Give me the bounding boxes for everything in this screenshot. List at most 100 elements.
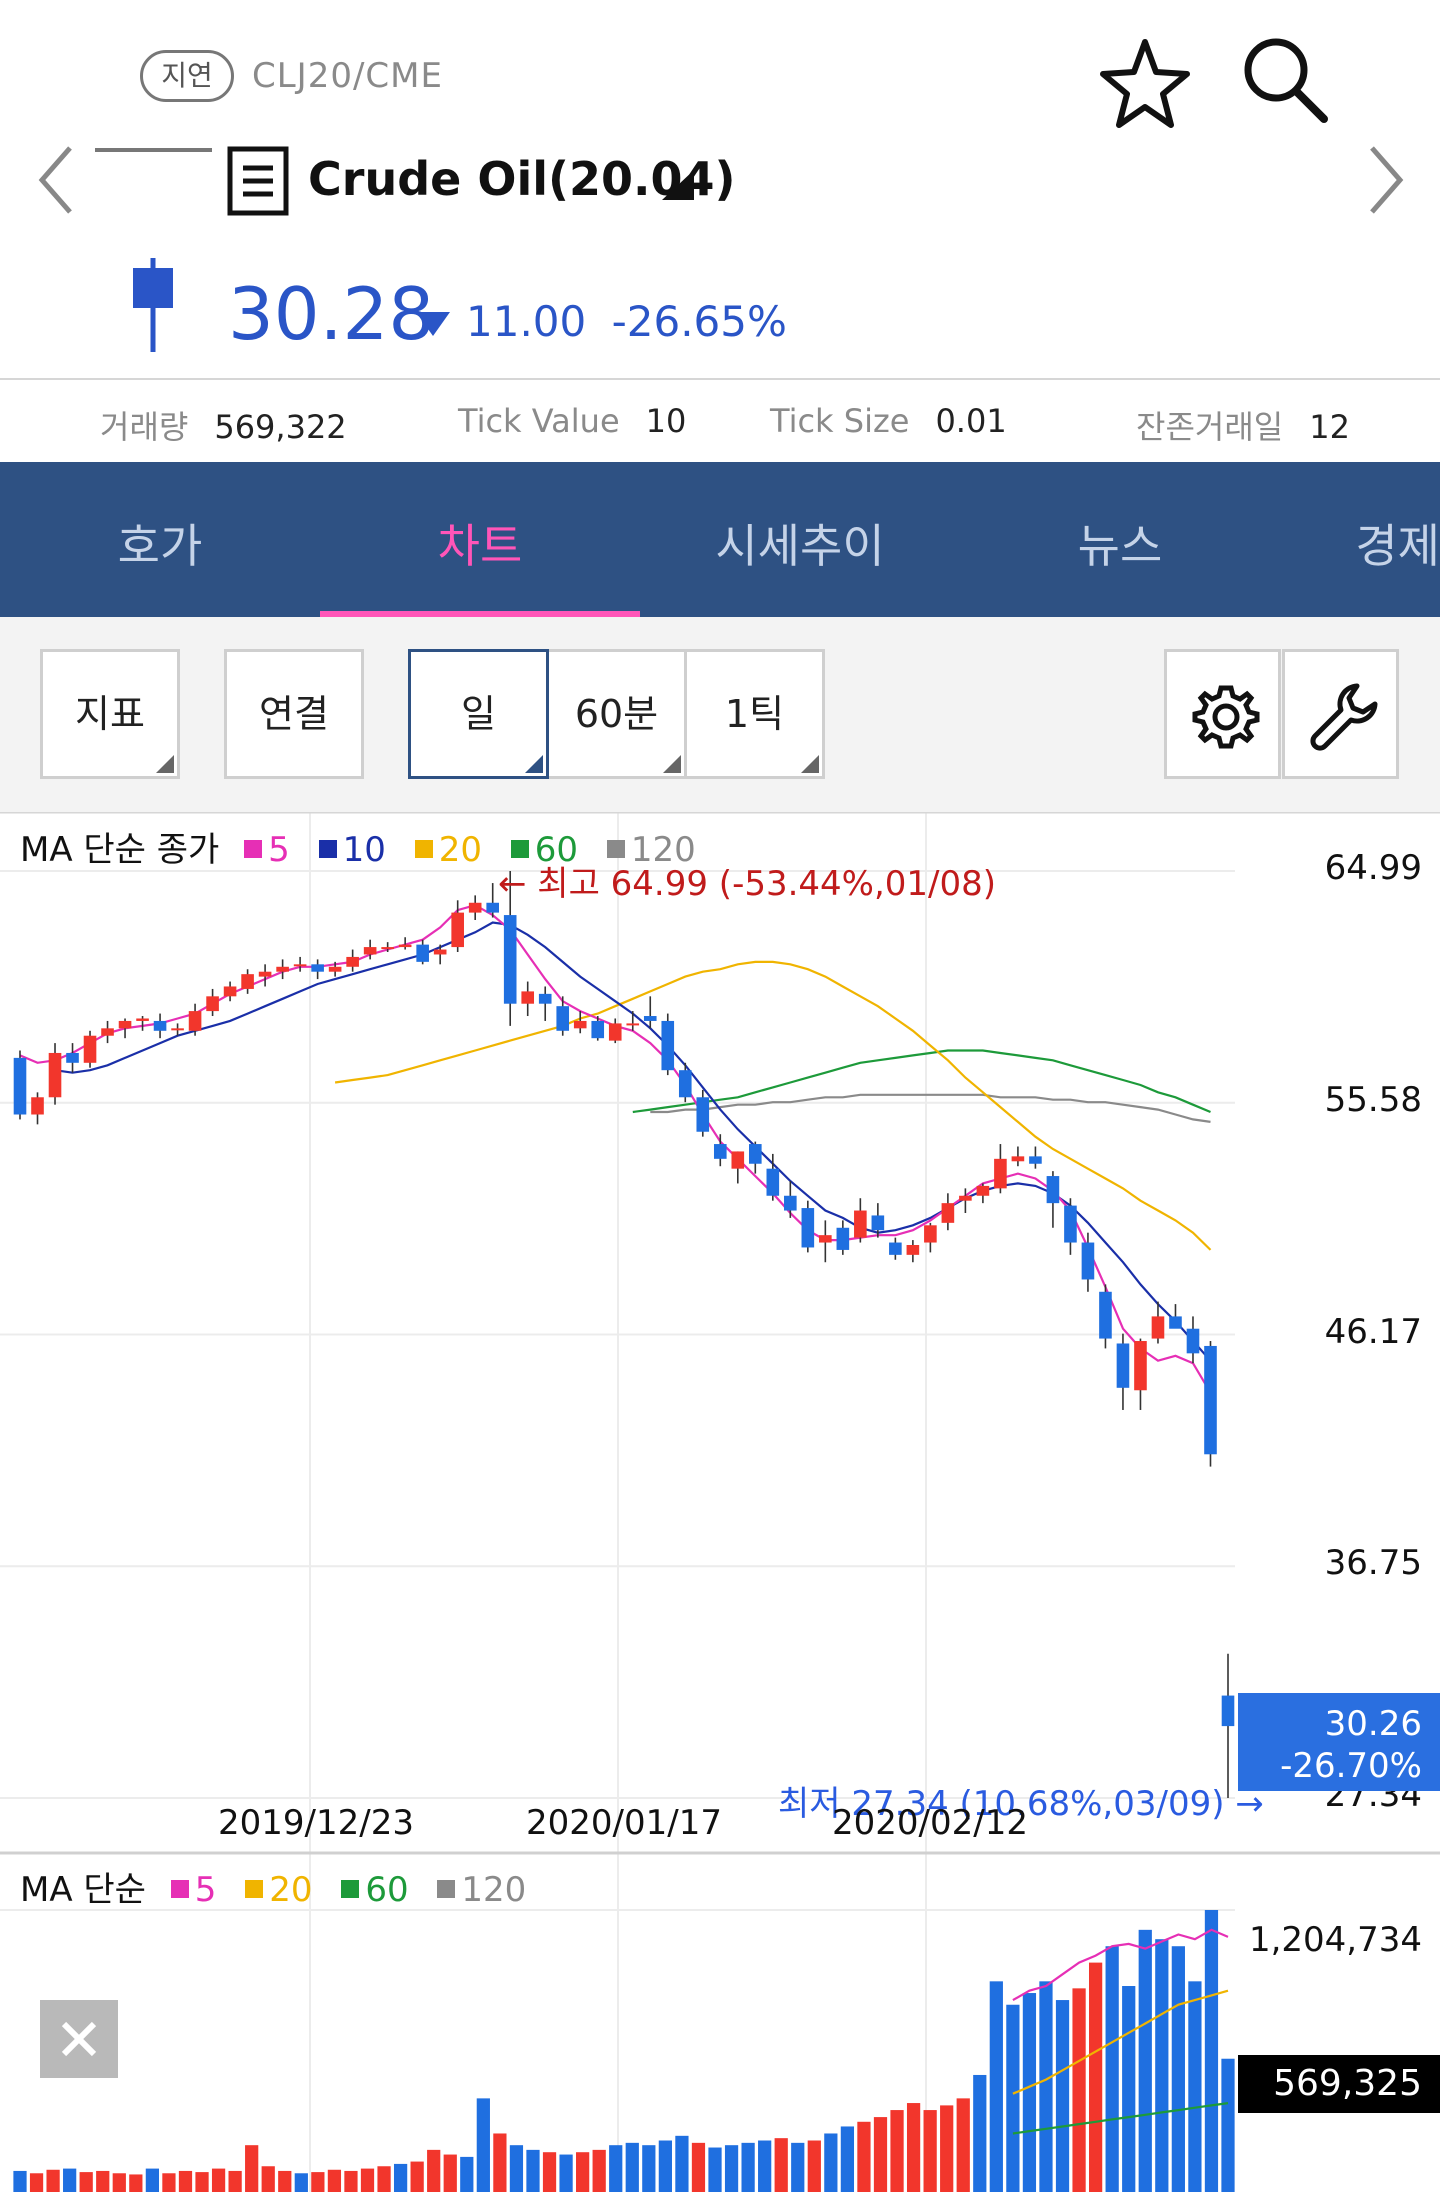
ma5-line xyxy=(19,904,1212,1394)
volume-bar xyxy=(46,2169,60,2192)
volume-bar xyxy=(178,2170,193,2192)
candle-body xyxy=(749,1144,762,1164)
candle-body xyxy=(66,1052,79,1063)
candle-body xyxy=(346,956,359,967)
volume-bar xyxy=(940,2105,954,2192)
volume-max-label: 1,204,734 xyxy=(1248,1920,1422,1960)
search-icon[interactable] xyxy=(1236,30,1336,130)
volume-bar xyxy=(393,2163,408,2192)
info-label: 거래량 xyxy=(100,408,189,446)
legend-ma60: 60 xyxy=(534,830,579,870)
candle-body xyxy=(223,986,237,997)
volume-bar xyxy=(691,2142,706,2192)
volume-bar xyxy=(989,1981,1003,2192)
volume-bar xyxy=(1105,1946,1119,2192)
candle-body xyxy=(153,1020,167,1031)
candle-body xyxy=(1169,1316,1182,1329)
candle-body xyxy=(801,1208,815,1248)
volume-current-marker: 569,325 xyxy=(1238,2055,1440,2113)
down-triangle-icon xyxy=(416,312,450,336)
volume-bar xyxy=(245,2145,259,2192)
period-60m-button[interactable]: 60분 xyxy=(546,649,687,779)
volume-bar xyxy=(112,2173,126,2192)
close-button[interactable] xyxy=(40,2000,118,2078)
volume-bar xyxy=(658,2140,672,2192)
volume-bar xyxy=(741,2142,755,2192)
chevron-right-icon[interactable] xyxy=(1360,140,1410,220)
volume-bar xyxy=(1122,1986,1136,2192)
document-icon[interactable] xyxy=(227,146,289,216)
legend-ma10: 10 xyxy=(342,830,386,870)
volume-bar xyxy=(906,2103,921,2192)
volume-bar xyxy=(923,2110,937,2192)
candle-body xyxy=(608,1023,622,1041)
y-tick-label: 64.99 xyxy=(1324,848,1422,888)
candle-body xyxy=(31,1097,44,1115)
settings-button[interactable] xyxy=(1164,649,1281,779)
volume-ma20-line xyxy=(1012,1989,1229,2095)
candle-body xyxy=(994,1158,1007,1189)
tab-economy[interactable]: 경제 xyxy=(1355,519,1440,573)
chart-toolbar: 지표 연결 일 60분 1틱 xyxy=(0,617,1440,812)
info-value: 12 xyxy=(1309,408,1350,446)
legend-vol-ma20: 20 xyxy=(269,1870,313,1910)
volume-bar xyxy=(294,2173,308,2192)
volume-bar xyxy=(526,2149,540,2192)
price-chart[interactable] xyxy=(0,812,1440,1855)
period-day-button[interactable]: 일 xyxy=(408,649,549,779)
indicator-button[interactable]: 지표 xyxy=(40,649,180,779)
legend-title: MA 단순 xyxy=(20,1870,146,1910)
candle-body xyxy=(1204,1345,1217,1455)
volume-ma-legend: MA 단순 5 20 60 120 xyxy=(20,1862,530,1911)
candle-body xyxy=(1011,1156,1025,1162)
volume-bar xyxy=(443,2154,457,2192)
volume-bar xyxy=(1006,2004,1020,2192)
volume-bar xyxy=(29,2173,44,2192)
candle-body xyxy=(328,966,342,972)
link-button[interactable]: 연결 xyxy=(224,649,364,779)
info-value: 0.01 xyxy=(935,402,1007,440)
legend-swatch xyxy=(341,1880,360,1898)
volume-bar xyxy=(625,2142,639,2192)
delay-badge: 지연 xyxy=(140,50,234,102)
volume-bar xyxy=(1171,1946,1185,2192)
chevron-left-icon[interactable] xyxy=(32,140,82,220)
candle-body xyxy=(433,949,447,955)
volume-bar xyxy=(1138,1929,1152,2192)
candle-icon xyxy=(133,258,173,352)
change-value: 11.00 xyxy=(466,297,587,346)
instrument-name[interactable]: Crude Oil(20.04) xyxy=(308,152,736,206)
volume-bar xyxy=(476,2098,490,2192)
volume-bar xyxy=(890,2110,904,2192)
volume-bar xyxy=(145,2168,160,2192)
volume-bar xyxy=(1072,1988,1086,2192)
candle-body xyxy=(626,1023,640,1026)
current-price: 30.28 xyxy=(228,272,435,356)
legend-swatch xyxy=(318,840,337,858)
link-label: 연결 xyxy=(259,692,329,736)
wrench-icon xyxy=(1310,683,1378,751)
star-icon[interactable] xyxy=(1100,34,1190,134)
volume-bar xyxy=(807,2140,821,2192)
candle-body xyxy=(1099,1291,1112,1339)
volume-bar xyxy=(559,2154,573,2192)
dropdown-triangle-icon[interactable] xyxy=(658,164,698,204)
volume-bar xyxy=(311,2172,325,2192)
candle-body xyxy=(293,964,307,967)
volume-bar xyxy=(96,2170,110,2192)
candle-body xyxy=(1151,1316,1165,1339)
tab-orderbook[interactable]: 호가 xyxy=(117,519,203,573)
volume-bar xyxy=(278,2170,292,2192)
tab-chart[interactable]: 차트 xyxy=(437,519,523,573)
volume-chart[interactable] xyxy=(0,1855,1440,2192)
volume-bar xyxy=(63,2168,77,2192)
info-remaining-days: 잔존거래일 12 xyxy=(1136,402,1350,448)
volume-bar xyxy=(1188,1981,1202,2192)
tab-price-trend[interactable]: 시세추이 xyxy=(715,519,885,573)
corner-mark xyxy=(156,755,174,773)
volume-bar xyxy=(642,2145,656,2192)
tab-news[interactable]: 뉴스 xyxy=(1077,519,1163,573)
wrench-button[interactable] xyxy=(1282,649,1399,779)
info-label: Tick Size xyxy=(770,402,910,440)
period-tick-button[interactable]: 1틱 xyxy=(684,649,825,779)
